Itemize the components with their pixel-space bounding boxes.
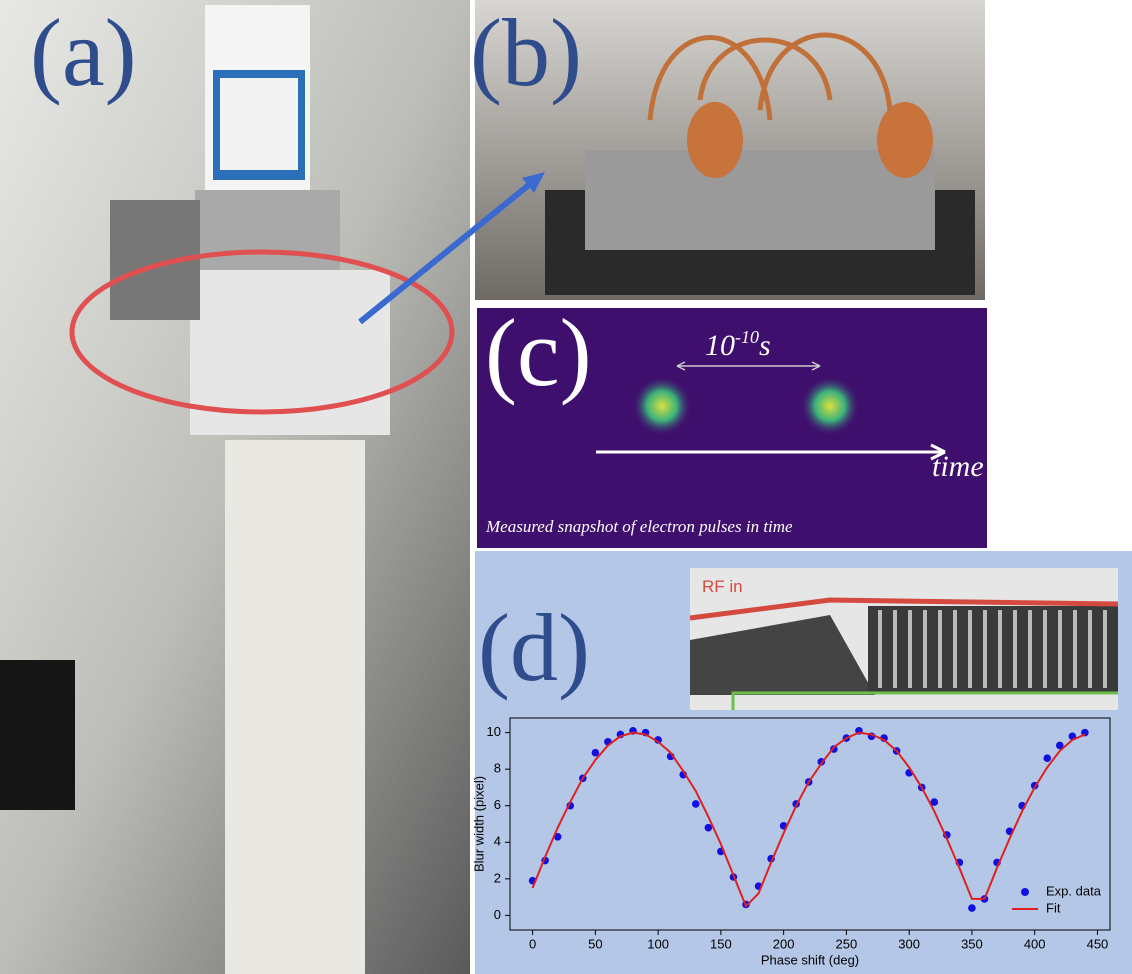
x-tick-label: 150 xyxy=(710,936,732,951)
panel-label: (a) xyxy=(30,0,137,106)
inset-label: RF in xyxy=(702,577,743,596)
y-tick-label: 4 xyxy=(494,834,501,849)
interval-base: 10 xyxy=(705,329,735,362)
y-tick-label: 0 xyxy=(494,907,501,922)
photo-a xyxy=(0,0,470,974)
data-point xyxy=(968,904,976,912)
x-tick-label: 350 xyxy=(961,936,983,951)
time-label: time xyxy=(932,450,984,483)
interval-unit: s xyxy=(759,329,771,362)
data-point xyxy=(592,749,600,757)
x-axis-label: Phase shift (deg) xyxy=(761,952,859,967)
pulse xyxy=(800,376,860,436)
y-tick-label: 8 xyxy=(494,761,501,776)
x-tick-label: 450 xyxy=(1087,936,1109,951)
x-tick-label: 250 xyxy=(836,936,858,951)
data-point xyxy=(692,800,700,808)
legend-marker xyxy=(1021,888,1029,896)
x-tick-label: 200 xyxy=(773,936,795,951)
y-axis-label: Blur width (pixel) xyxy=(471,776,486,872)
y-tick-label: 2 xyxy=(494,870,501,885)
x-tick-label: 300 xyxy=(898,936,920,951)
caption: Measured snapshot of electron pulses in … xyxy=(485,517,793,536)
x-tick-label: 100 xyxy=(647,936,669,951)
legend-label: Fit xyxy=(1046,900,1061,915)
data-point xyxy=(1043,754,1051,762)
x-tick-label: 50 xyxy=(588,936,602,951)
y-tick-label: 6 xyxy=(494,797,501,812)
figure: (a) (b) (c) 10-10s time Measured snapsho… xyxy=(0,0,1132,974)
inset-image xyxy=(690,568,1118,710)
x-tick-label: 0 xyxy=(529,936,536,951)
panel-label: (c) xyxy=(485,299,592,406)
data-point xyxy=(705,824,713,832)
y-tick-label: 10 xyxy=(487,724,501,739)
panel-label: (b) xyxy=(470,0,582,106)
interval-exp: -10 xyxy=(735,327,759,347)
legend-label: Exp. data xyxy=(1046,883,1102,898)
pulse xyxy=(632,376,692,436)
x-tick-label: 400 xyxy=(1024,936,1046,951)
panel-label: (d) xyxy=(478,594,590,701)
